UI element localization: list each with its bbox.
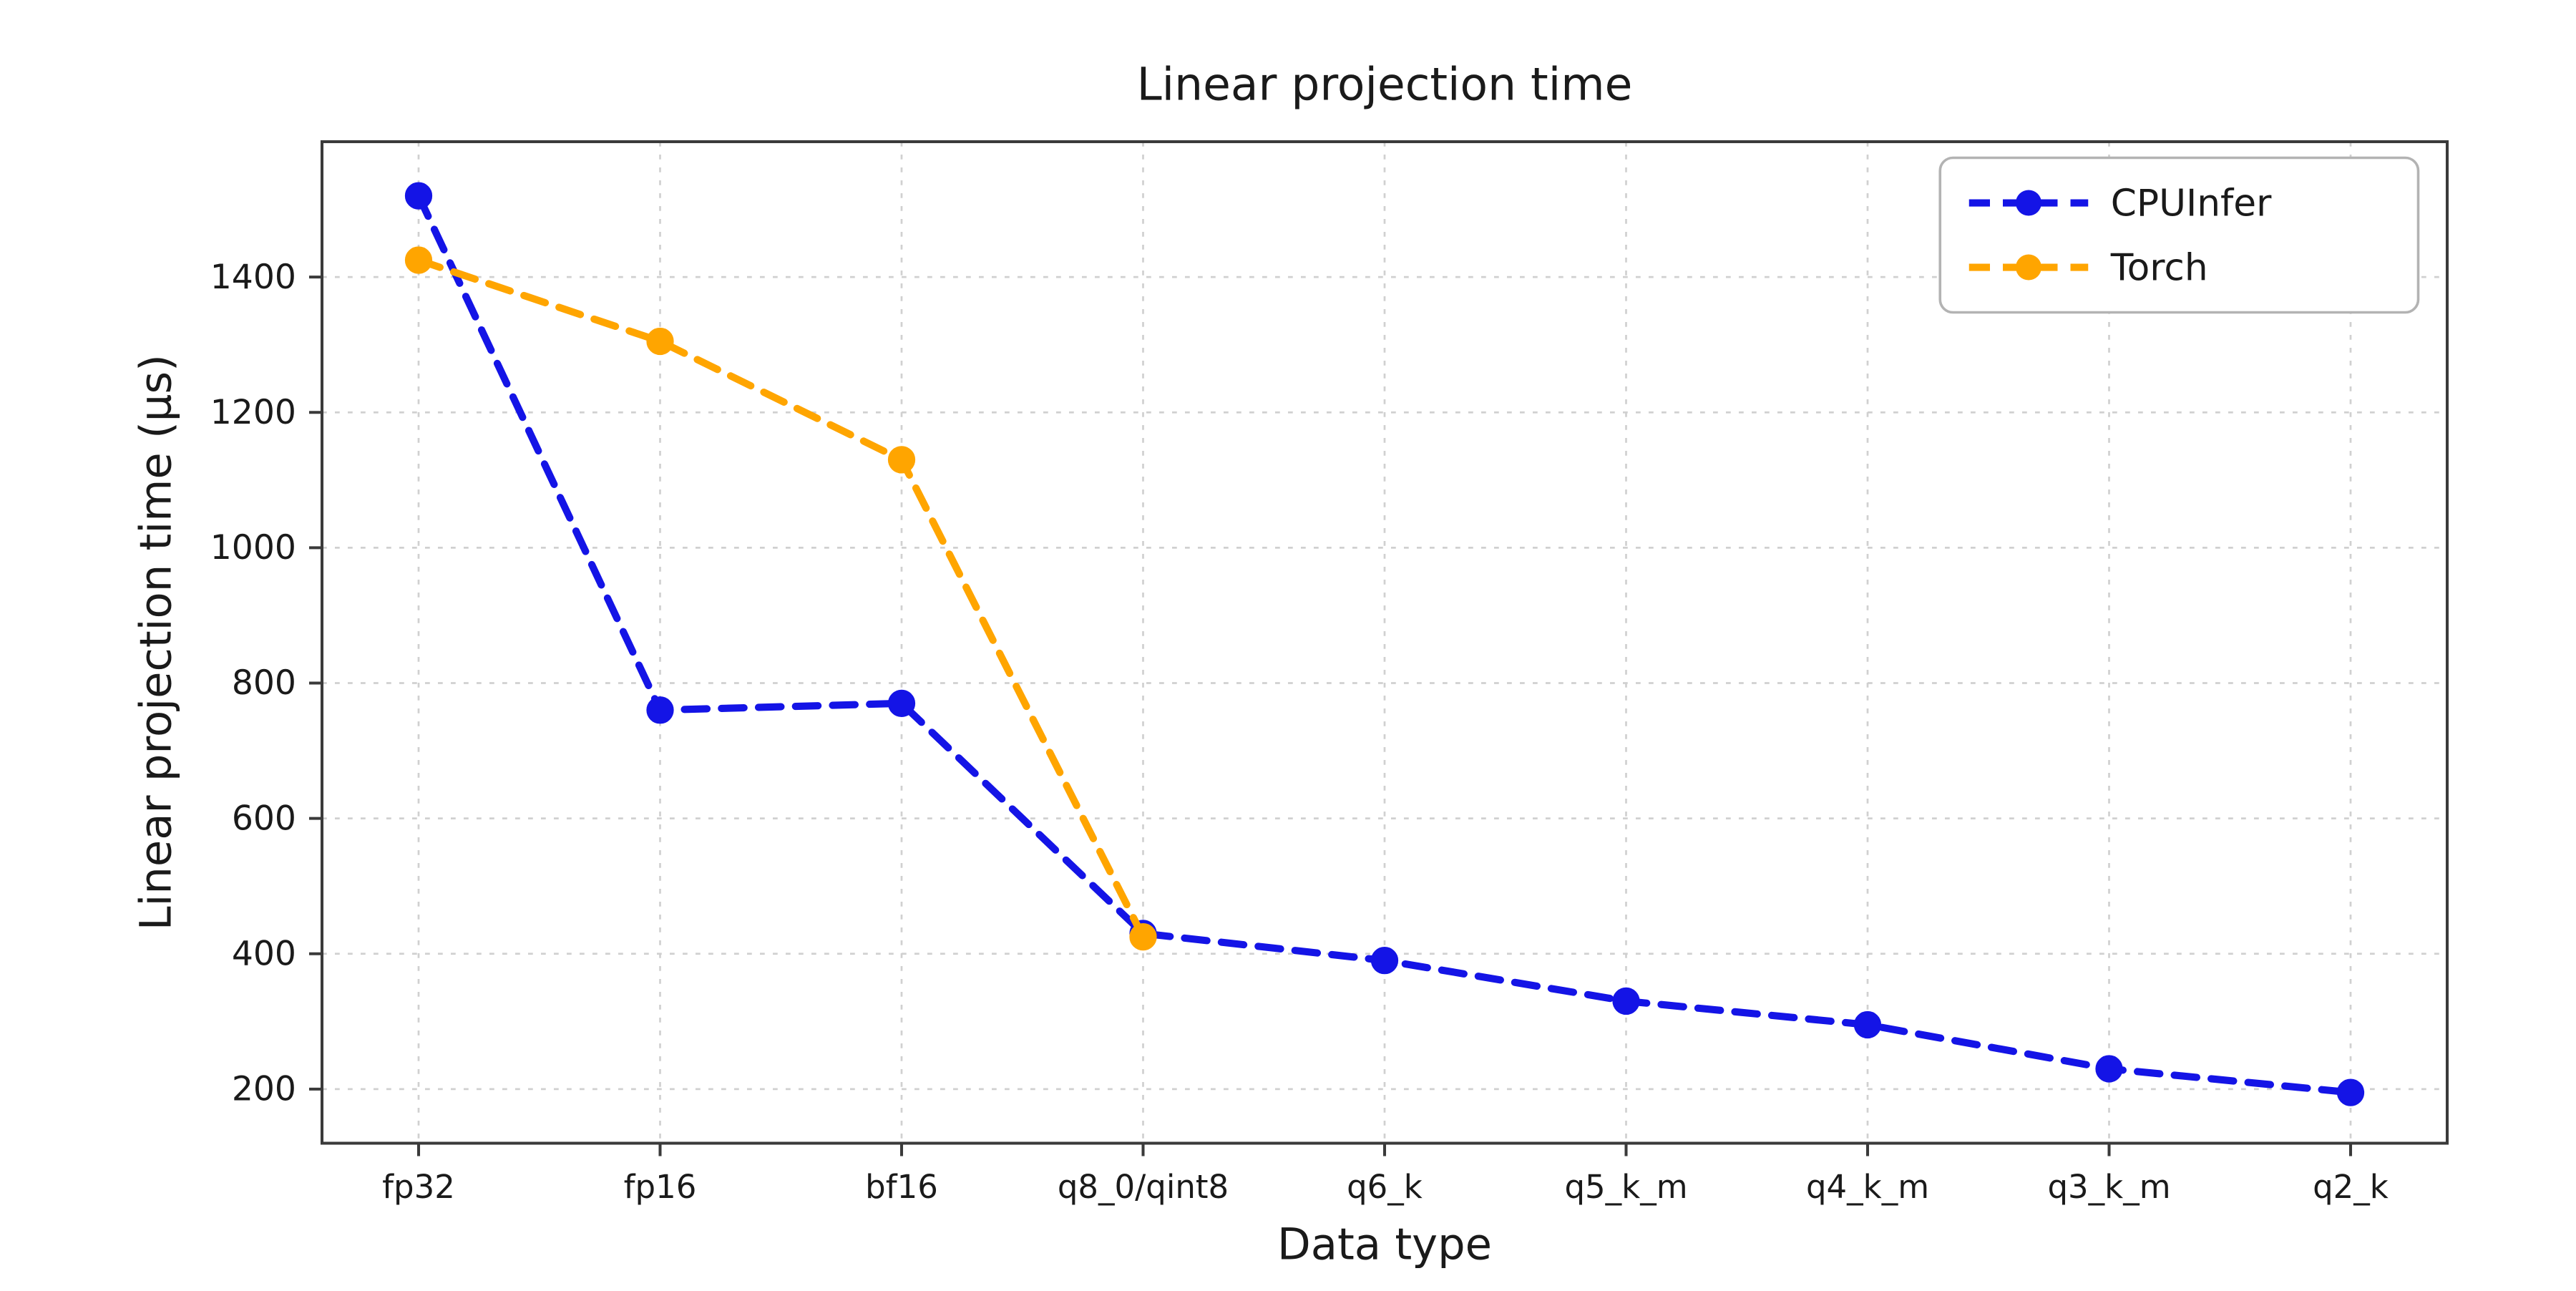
series-marker-cpuinfer xyxy=(1612,987,1640,1015)
series-line-torch xyxy=(414,256,1147,941)
legend-label-cpuinfer: CPUInfer xyxy=(2111,182,2272,225)
series-marker-cpuinfer xyxy=(646,696,674,724)
series-marker-cpuinfer xyxy=(1370,947,1399,975)
series-marker-torch xyxy=(887,446,916,474)
y-tick-label: 1000 xyxy=(210,528,296,567)
series-marker-cpuinfer xyxy=(2095,1055,2123,1083)
y-tick-label: 400 xyxy=(232,934,296,973)
x-tick-label: fp32 xyxy=(382,1168,455,1206)
y-tick-label: 200 xyxy=(232,1070,296,1109)
x-tick-label: bf16 xyxy=(865,1168,938,1206)
legend-marker-cpuinfer xyxy=(2016,190,2041,216)
x-tick-label: q5_k_m xyxy=(1564,1168,1687,1206)
x-axis-label: Data type xyxy=(1277,1220,1492,1270)
y-tick-label: 1400 xyxy=(210,258,296,297)
chart-title: Linear projection time xyxy=(1137,59,1633,111)
y-tick-label: 800 xyxy=(232,663,296,703)
series-marker-torch xyxy=(646,327,674,356)
y-tick-label: 600 xyxy=(232,799,296,838)
x-tick-label: q6_k xyxy=(1347,1168,1423,1206)
y-axis-label: Linear projection time (µs) xyxy=(132,354,182,930)
series-marker-cpuinfer xyxy=(2336,1078,2365,1106)
legend-box xyxy=(1938,156,2420,314)
x-tick-label: fp16 xyxy=(624,1168,697,1206)
series-marker-cpuinfer xyxy=(887,689,916,717)
x-tick-label: q2_k xyxy=(2313,1168,2389,1206)
legend-label-torch: Torch xyxy=(2110,247,2208,290)
series-marker-cpuinfer xyxy=(1853,1010,1882,1039)
series-marker-torch xyxy=(1129,922,1157,951)
series-marker-torch xyxy=(404,246,433,274)
legend-marker-torch xyxy=(2016,254,2041,281)
series-marker-cpuinfer xyxy=(404,182,433,210)
x-tick-label: q4_k_m xyxy=(1806,1168,1929,1206)
x-tick-label: q3_k_m xyxy=(2047,1168,2170,1206)
x-tick-label: q8_0/qint8 xyxy=(1058,1168,1229,1206)
y-tick-label: 1200 xyxy=(210,393,296,432)
